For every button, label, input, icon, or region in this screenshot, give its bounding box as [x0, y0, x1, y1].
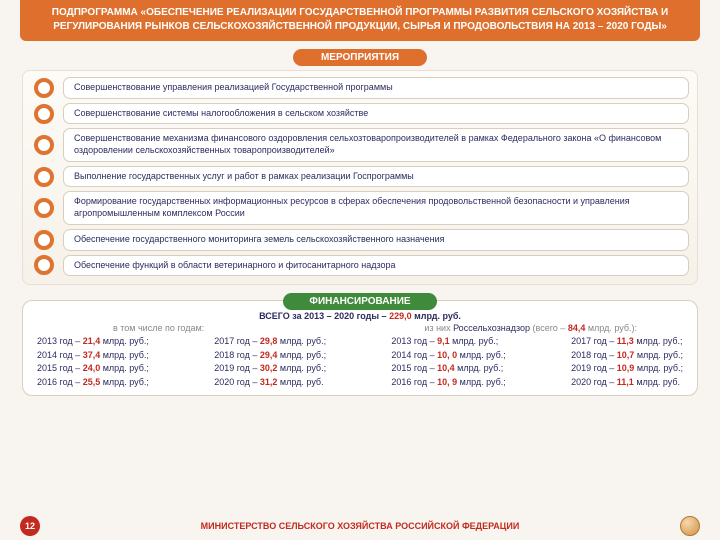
finance-col-4: 2017 год – 11,3 млрд. руб.; 2018 год – 1…	[567, 335, 687, 389]
finance-by-years-label: в том числе по годам:	[113, 323, 204, 333]
finance-grid: 2013 год – 21,4 млрд. руб.; 2014 год – 3…	[33, 335, 687, 389]
footer: 12 МИНИСТЕРСТВО СЕЛЬСКОГО ХОЗЯЙСТВА РОСС…	[0, 516, 720, 536]
activity-item: Формирование государственных информацион…	[63, 191, 689, 224]
activity-item: Совершенствование механизма финансового …	[63, 128, 689, 161]
activities-panel: Совершенствование управления реализацией…	[22, 70, 698, 285]
activity-text: Формирование государственных информацион…	[74, 196, 630, 218]
finance-total-suffix: млрд. руб.	[412, 311, 461, 321]
finance-col-2: 2017 год – 29,8 млрд. руб.; 2018 год – 2…	[210, 335, 330, 389]
finance-panel: ВСЕГО за 2013 – 2020 годы – 229,0 млрд. …	[22, 300, 698, 396]
activity-text: Совершенствование механизма финансового …	[74, 133, 661, 155]
finance-rossel-label: из них Россельхознадзор (всего – 84,4 мл…	[424, 323, 637, 333]
activity-text: Выполнение государственных услуг и работ…	[74, 171, 414, 181]
bullet-ring-icon	[34, 104, 54, 124]
activity-item: Обеспечение функций в области ветеринарн…	[63, 255, 689, 277]
bullet-ring-icon	[34, 167, 54, 187]
activity-item: Совершенствование управления реализацией…	[63, 77, 689, 99]
finance-tab-label: ФИНАНСИРОВАНИЕ	[283, 293, 436, 310]
activity-text: Обеспечение функций в области ветеринарн…	[74, 260, 396, 270]
page-number: 12	[25, 521, 35, 531]
program-header: ПОДПРОГРАММА «ОБЕСПЕЧЕНИЕ РЕАЛИЗАЦИИ ГОС…	[20, 0, 700, 41]
bullet-ring-icon	[34, 198, 54, 218]
activity-item: Выполнение государственных услуг и работ…	[63, 166, 689, 188]
bullet-ring-icon	[34, 135, 54, 155]
activity-item: Обеспечение государственного мониторинга…	[63, 229, 689, 251]
activity-text: Совершенствование управления реализацией…	[74, 82, 393, 92]
finance-total-prefix: ВСЕГО за 2013 – 2020 годы –	[259, 311, 389, 321]
activity-item: Совершенствование системы налогообложени…	[63, 103, 689, 125]
activities-tab: МЕРОПРИЯТИЯ	[0, 47, 720, 66]
finance-col-1: 2013 год – 21,4 млрд. руб.; 2014 год – 3…	[33, 335, 153, 389]
activities-tab-label: МЕРОПРИЯТИЯ	[293, 49, 427, 66]
finance-subheaders: в том числе по годам: из них Россельхозн…	[33, 323, 687, 333]
bullet-ring-icon	[34, 78, 54, 98]
ministry-label: МИНИСТЕРСТВО СЕЛЬСКОГО ХОЗЯЙСТВА РОССИЙС…	[50, 521, 670, 531]
program-title: ПОДПРОГРАММА «ОБЕСПЕЧЕНИЕ РЕАЛИЗАЦИИ ГОС…	[52, 7, 669, 32]
activity-text: Совершенствование системы налогообложени…	[74, 108, 368, 118]
finance-total-value: 229,0	[389, 311, 412, 321]
bullet-ring-icon	[34, 255, 54, 275]
finance-col-3: 2013 год – 9,1 млрд. руб.; 2014 год – 10…	[387, 335, 509, 389]
finance-total: ВСЕГО за 2013 – 2020 годы – 229,0 млрд. …	[33, 311, 687, 321]
bullet-ring-icon	[34, 230, 54, 250]
finance-tab: ФИНАНСИРОВАНИЕ	[22, 291, 698, 310]
page-number-badge: 12	[20, 516, 40, 536]
medal-icon	[680, 516, 700, 536]
activity-text: Обеспечение государственного мониторинга…	[74, 234, 445, 244]
